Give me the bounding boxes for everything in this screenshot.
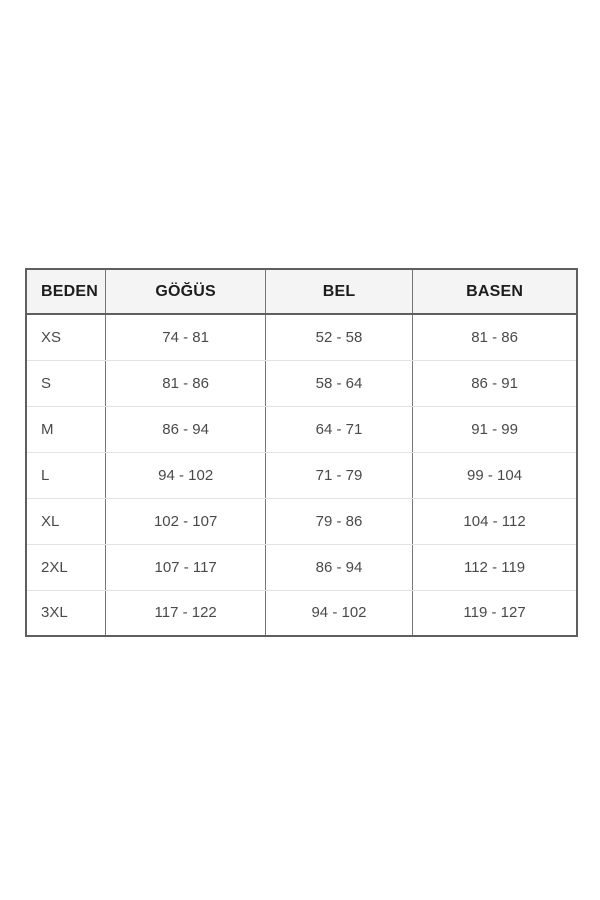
- size-cell: L: [26, 452, 106, 499]
- size-cell: M: [26, 406, 106, 453]
- chest-cell: 94 - 102: [105, 452, 266, 499]
- hips-cell: 99 - 104: [412, 452, 577, 499]
- size-cell: S: [26, 360, 106, 407]
- table-row: L 94 - 102 71 - 79 99 - 104: [26, 452, 577, 499]
- column-header-waist: BEL: [264, 269, 413, 315]
- chest-cell: 74 - 81: [105, 314, 266, 361]
- waist-cell: 58 - 64: [264, 360, 413, 407]
- table-row: S 81 - 86 58 - 64 86 - 91: [26, 360, 577, 407]
- table-row: 3XL 117 - 122 94 - 102 119 - 127: [26, 590, 577, 636]
- column-header-size: BEDEN: [26, 269, 106, 315]
- chest-cell: 86 - 94: [105, 406, 266, 453]
- size-cell: 2XL: [26, 544, 106, 591]
- hips-cell: 86 - 91: [412, 360, 577, 407]
- hips-cell: 104 - 112: [412, 498, 577, 545]
- column-header-hips: BASEN: [412, 269, 577, 315]
- waist-cell: 94 - 102: [264, 590, 413, 636]
- waist-cell: 71 - 79: [264, 452, 413, 499]
- size-chart-body: XS 74 - 81 52 - 58 81 - 86 S 81 - 86 58 …: [26, 314, 577, 636]
- chest-cell: 107 - 117: [105, 544, 266, 591]
- column-header-chest: GÖĞÜS: [105, 269, 266, 315]
- size-chart-table: BEDEN GÖĞÜS BEL BASEN XS 74 - 81 52 - 58…: [25, 268, 578, 637]
- chest-cell: 117 - 122: [105, 590, 266, 636]
- table-row: 2XL 107 - 117 86 - 94 112 - 119: [26, 544, 577, 591]
- size-chart-header: BEDEN GÖĞÜS BEL BASEN: [26, 269, 577, 315]
- chest-cell: 102 - 107: [105, 498, 266, 545]
- header-row: BEDEN GÖĞÜS BEL BASEN: [26, 269, 577, 315]
- waist-cell: 86 - 94: [264, 544, 413, 591]
- table-row: M 86 - 94 64 - 71 91 - 99: [26, 406, 577, 453]
- table-row: XL 102 - 107 79 - 86 104 - 112: [26, 498, 577, 545]
- size-cell: 3XL: [26, 590, 106, 636]
- size-cell: XS: [26, 314, 106, 361]
- size-cell: XL: [26, 498, 106, 545]
- hips-cell: 91 - 99: [412, 406, 577, 453]
- waist-cell: 64 - 71: [264, 406, 413, 453]
- hips-cell: 81 - 86: [412, 314, 577, 361]
- chest-cell: 81 - 86: [105, 360, 266, 407]
- hips-cell: 119 - 127: [412, 590, 577, 636]
- hips-cell: 112 - 119: [412, 544, 577, 591]
- waist-cell: 52 - 58: [264, 314, 413, 361]
- waist-cell: 79 - 86: [264, 498, 413, 545]
- size-chart: BEDEN GÖĞÜS BEL BASEN XS 74 - 81 52 - 58…: [25, 268, 578, 637]
- table-row: XS 74 - 81 52 - 58 81 - 86: [26, 314, 577, 361]
